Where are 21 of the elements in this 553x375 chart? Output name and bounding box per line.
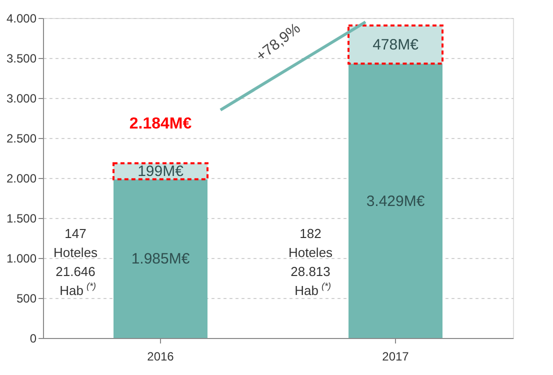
y-tick-label: 500 xyxy=(16,292,37,306)
y-tick-label: 2.000 xyxy=(6,172,37,186)
data-label: 3.429M€ xyxy=(366,192,426,210)
bar xyxy=(114,179,208,338)
y-tick-label: 2.500 xyxy=(6,132,37,146)
y-tick-label: 3.500 xyxy=(6,52,37,66)
data-label: 199M€ xyxy=(138,163,184,180)
y-tick-label: 4.000 xyxy=(6,12,37,26)
y-tick-label: 1.000 xyxy=(6,252,37,266)
y-tick-label: 0 xyxy=(30,332,37,346)
x-tick-label: 2016 xyxy=(147,350,174,364)
annotation: 182 Hoteles 28.813 Hab (*) xyxy=(288,226,334,298)
x-tick-label: 2017 xyxy=(382,350,410,364)
y-tick-label: 1.500 xyxy=(6,212,37,226)
bar xyxy=(348,64,442,338)
bar xyxy=(348,24,444,65)
data-label: 478M€ xyxy=(372,36,420,54)
data-label: 1.985M€ xyxy=(131,250,190,268)
y-tick-label: 3.000 xyxy=(6,92,37,106)
annotation: 147 Hoteles 21.646 Hab (*) xyxy=(53,226,98,298)
total-label: 2.184M€ xyxy=(129,115,192,132)
